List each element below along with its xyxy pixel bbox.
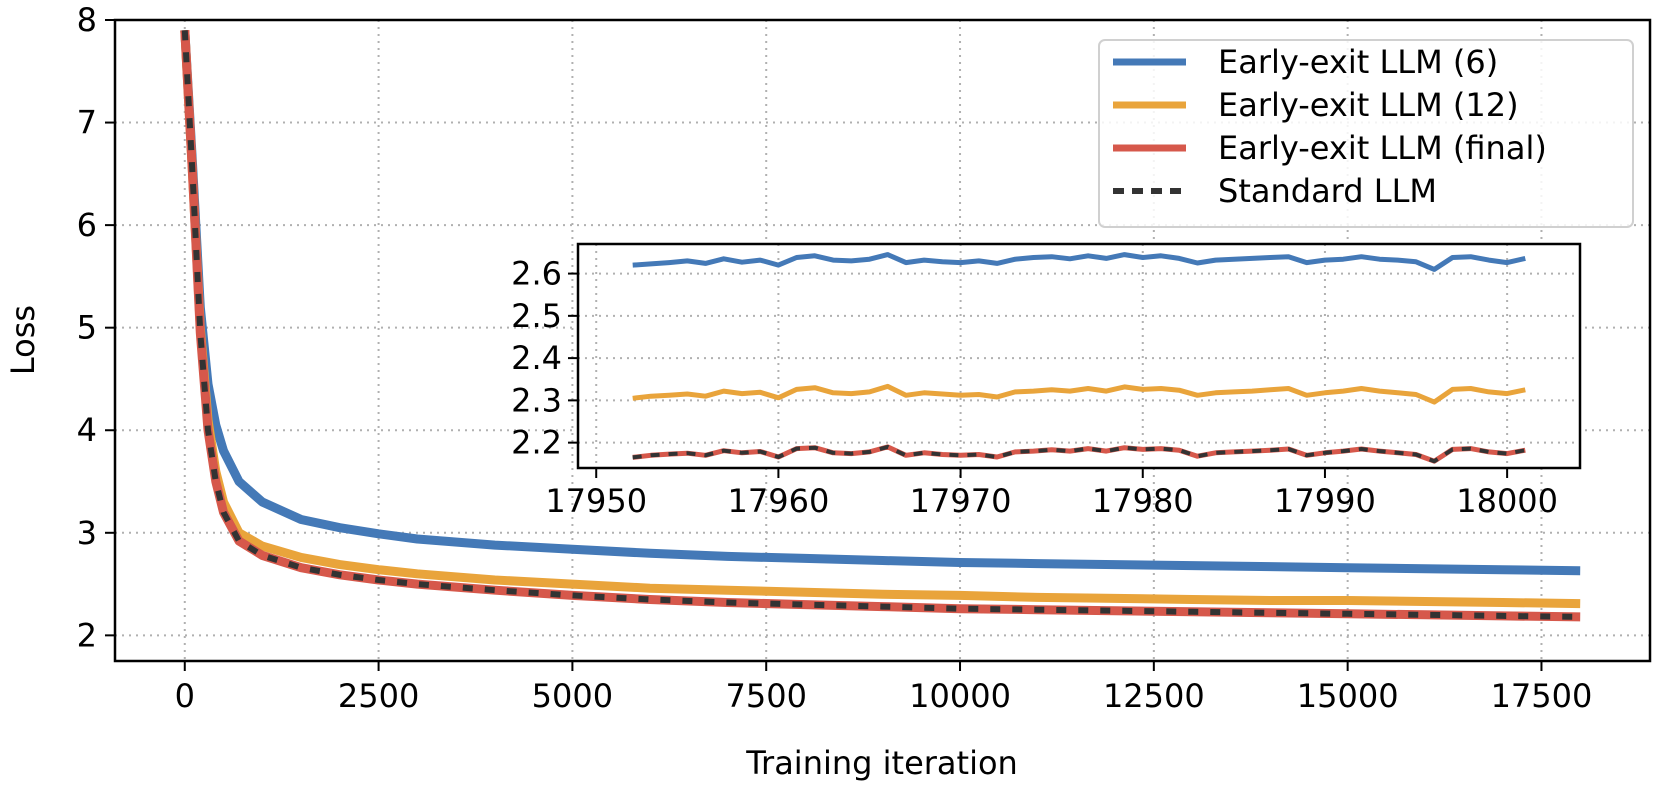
inset-series-line-1	[632, 383, 1526, 405]
main-y-tick-label: 3	[77, 514, 97, 552]
main-plot-frame	[113, 18, 1652, 663]
inset-series-line-0	[632, 252, 1526, 272]
main-x-tick-label: 2500	[338, 677, 419, 715]
main-y-tick-label: 5	[77, 309, 97, 347]
inset-ticks: 17950 17960 17970 17980 17990 18000 2.2 2.3 2.4 2…	[511, 255, 1558, 520]
main-y-tick-label: 6	[77, 206, 97, 244]
main-y-tick-label: 8	[77, 1, 97, 39]
main-x-tick-label: 0	[175, 677, 195, 715]
main-y-tick-label: 4	[77, 411, 97, 449]
inset-x-tick-label: 17970	[910, 482, 1012, 520]
y-axis-label: Loss	[4, 305, 42, 375]
inset-y-tick-label: 2.2	[511, 424, 562, 462]
main-x-tick-label: 10000	[909, 677, 1011, 715]
main-x-tick-label: 17500	[1491, 677, 1593, 715]
inset-chart: 17950 17960 17970 17980 17990 18000 2.2 2.3 2.4 2…	[511, 242, 1582, 520]
main-series	[180, 30, 1581, 622]
inset-series-line-3	[632, 444, 1526, 464]
inset-frame	[576, 242, 1582, 470]
legend-label-0: Early-exit LLM (6)	[1218, 43, 1498, 81]
x-axis-label: Training iteration	[745, 744, 1018, 782]
legend-label-1: Early-exit LLM (12)	[1218, 86, 1519, 124]
main-y-tick-label: 2	[77, 616, 97, 654]
main-ticks: 0 2500 5000 7500 10000 12500 15000 17500 2 3 4 5 6 7 8	[77, 1, 1593, 715]
main-series-line-3	[181, 30, 1581, 620]
legend: Early-exit LLM (6) Early-exit LLM (12) Ear…	[1098, 39, 1634, 228]
main-x-tick-label: 5000	[532, 677, 613, 715]
inset-series	[632, 252, 1526, 464]
inset-y-tick-label: 2.5	[511, 297, 562, 335]
inset-x-tick-label: 17960	[728, 482, 830, 520]
inset-y-tick-label: 2.6	[511, 255, 562, 293]
inset-x-tick-label: 18000	[1456, 482, 1558, 520]
main-y-tick-label: 7	[77, 104, 97, 142]
inset-grid	[578, 244, 1580, 468]
inset-x-tick-label: 17990	[1274, 482, 1376, 520]
main-x-tick-label: 12500	[1103, 677, 1205, 715]
legend-label-3: Standard LLM	[1218, 172, 1437, 210]
inset-x-tick-label: 17980	[1092, 482, 1194, 520]
inset-y-tick-label: 2.3	[511, 381, 562, 419]
inset-y-tick-label: 2.4	[511, 339, 562, 377]
legend-box	[1098, 39, 1634, 228]
main-series-line-0	[180, 30, 1581, 576]
main-x-tick-label: 7500	[725, 677, 806, 715]
main-x-tick-label: 15000	[1297, 677, 1399, 715]
inset-background	[578, 244, 1580, 468]
legend-items: Early-exit LLM (6) Early-exit LLM (12) Ear…	[1113, 43, 1547, 210]
legend-label-2: Early-exit LLM (final)	[1218, 129, 1547, 167]
inset-x-tick-label: 17950	[545, 482, 647, 520]
